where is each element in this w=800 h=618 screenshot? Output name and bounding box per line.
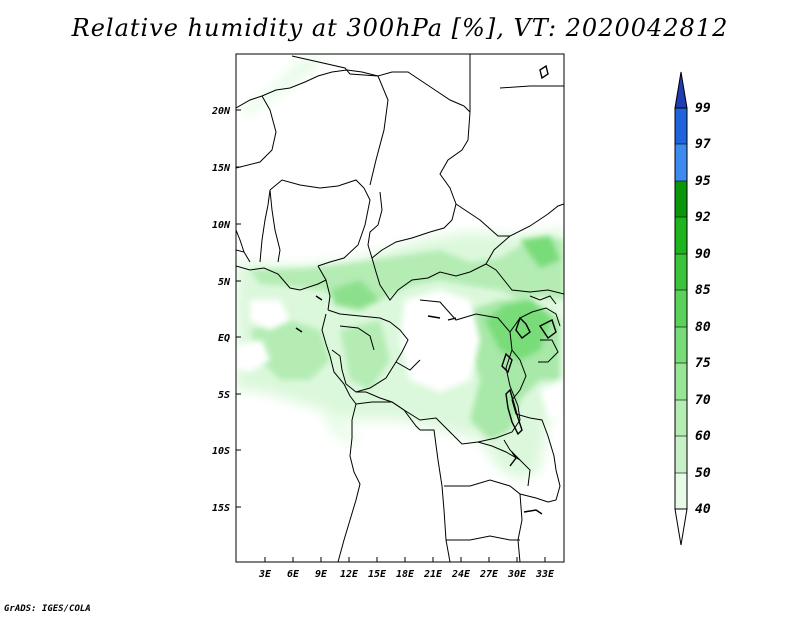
colorbar-segment [675,144,687,181]
humidity-80-85-area [330,236,560,360]
colorbar-label: 92 [695,210,711,225]
lat-tick-label: 15S [212,503,230,514]
lon-tick-label: 15E [368,569,387,580]
colorbar-label: 75 [695,356,711,371]
lon-tick-label: 6E [287,569,300,580]
colorbar-segment [675,181,687,217]
colorbar-segment [675,473,687,509]
colorbar-label: 60 [695,429,711,444]
colorbar-label: 90 [695,247,711,262]
colorbar-label: 70 [695,393,711,408]
colorbar-segment [675,400,687,436]
lon-axis: 3E 6E 9E 12E 15E 18E 21E 24E 27E 30E 33E [258,557,555,580]
lat-tick-label: 10N [212,220,231,231]
lat-tick-label: 5S [218,390,230,401]
lat-tick-label: 15N [212,163,231,174]
lat-tick-label: 10S [212,446,230,457]
colorbar: 40 50 60 70 75 80 85 90 92 95 97 99 [674,71,711,546]
chart-title: Relative humidity at 300hPa [%], VT: 202… [71,14,729,42]
lon-tick-label: 21E [423,569,443,580]
map-frame [235,53,565,563]
lon-tick-label: 27E [479,569,499,580]
lon-tick-label: 3E [258,569,272,580]
grads-credit: GrADS: IGES/COLA [4,604,91,614]
lon-tick-label: 18E [396,569,415,580]
colorbar-label: 95 [695,174,711,189]
colorbar-bottom-arrow [674,508,688,546]
colorbar-label: 85 [695,283,711,298]
lon-tick-label: 9E [315,569,328,580]
colorbar-label: 40 [695,502,711,517]
lat-tick-label: 20N [211,106,231,117]
colorbar-segment [675,217,687,254]
colorbar-segment [675,436,687,473]
lakes [295,64,557,515]
humidity-field [236,56,564,480]
colorbar-label: 80 [695,320,711,335]
colorbar-segment [675,254,687,290]
colorbar-segment [675,290,687,327]
lon-tick-label: 30E [507,569,527,580]
colorbar-segment [675,363,687,400]
lat-tick-label: EQ [218,333,230,344]
colorbar-outline [674,107,688,510]
colorbar-segment [675,327,687,363]
colorbar-segment [675,108,687,144]
lon-tick-label: 12E [340,569,359,580]
colorbar-top-arrow [674,71,688,109]
country-boundaries [236,54,564,562]
lat-axis: 20N 15N 10N 5N EQ 5S 10S 15S [211,106,241,514]
lat-tick-label: 5N [218,277,231,288]
lon-tick-label: 24E [451,569,471,580]
colorbar-label: 99 [695,101,711,116]
colorbar-label: 97 [695,137,711,152]
colorbar-label: 50 [695,466,711,481]
lon-tick-label: 33E [535,569,555,580]
humidity-dry-patches [236,290,564,420]
